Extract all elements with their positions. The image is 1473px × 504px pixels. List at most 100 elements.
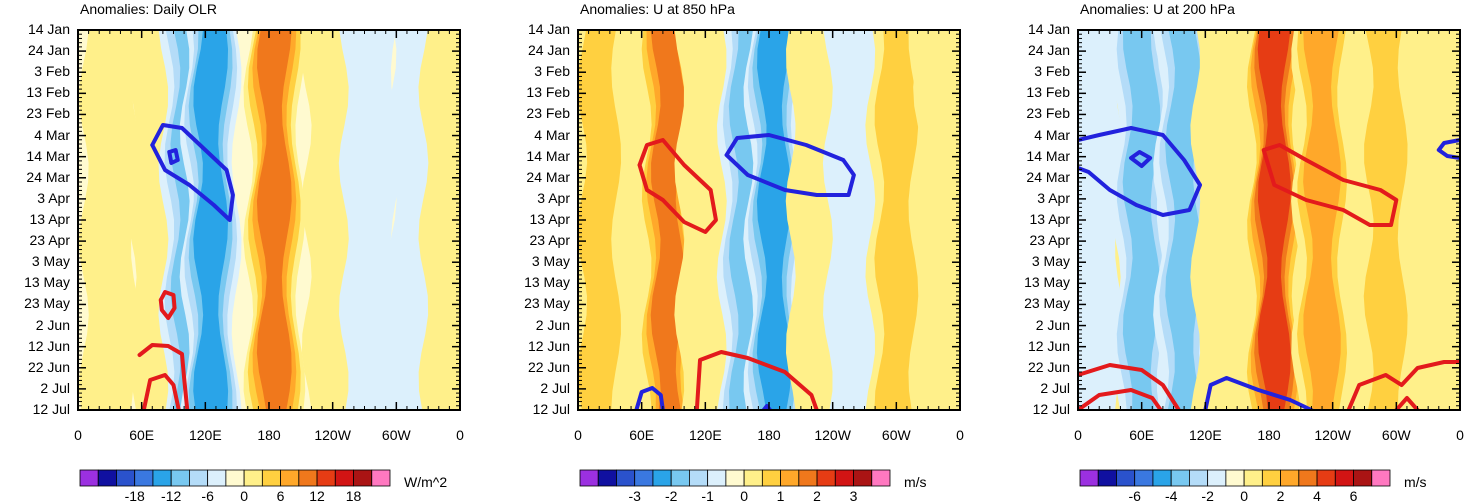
colorbar-swatch [798, 469, 818, 487]
colorbar-tick-label: -6 [201, 488, 214, 504]
colorbar-swatch [616, 469, 636, 487]
colorbar-swatch [97, 469, 117, 487]
colorbar-swatch [1170, 469, 1190, 487]
positive-contour [141, 373, 181, 410]
colorbar-tick-label: -18 [124, 488, 145, 504]
colorbar-swatch [1152, 469, 1172, 487]
anomaly-band [78, 30, 141, 410]
colorbar-swatch [634, 469, 654, 487]
y-tick-label: 14 Mar [1026, 147, 1070, 164]
y-tick-label: 3 Apr [37, 189, 70, 206]
y-tick-label: 2 Jun [535, 316, 570, 333]
x-tick-label: 180 [757, 427, 781, 443]
colorbar-swatch [761, 469, 781, 487]
y-tick-label: 13 Apr [529, 211, 570, 227]
colorbar-swatch [579, 469, 599, 487]
colorbar-swatch [225, 469, 245, 487]
y-tick-label: 24 Jan [27, 42, 70, 59]
y-tick-label: 13 Apr [1029, 211, 1070, 227]
y-tick-label: 3 Feb [34, 63, 70, 80]
y-tick-label: 13 Apr [29, 211, 70, 227]
colorbar-tick-label: 2 [1276, 488, 1285, 504]
negative-contour [724, 133, 856, 197]
x-tick-label: 120W [814, 427, 851, 443]
colorbar-swatch [334, 469, 354, 487]
x-tick-label: 120E [688, 427, 722, 443]
positive-contour [1346, 360, 1460, 410]
x-tick-label: 180 [257, 427, 281, 443]
y-tick-label: 3 Apr [1037, 189, 1070, 206]
panel-u850: Anomalies: U at 850 hPa 14 Jan 24 Jan 3 Feb… [500, 0, 990, 504]
anomaly-band [1122, 30, 1161, 410]
hovmoller-plot [77, 29, 461, 487]
colorbar-swatch [298, 469, 318, 487]
y-tick-label: 13 May [1024, 274, 1070, 291]
colorbar-swatch [1261, 469, 1281, 487]
y-tick-label: 23 Apr [29, 232, 70, 249]
y-tick-label: 23 Feb [26, 105, 70, 122]
colorbar-tick-label: -6 [1128, 488, 1141, 504]
colorbar-tick-label: -3 [628, 488, 641, 504]
panel-title: Anomalies: U at 200 hPa [1080, 1, 1235, 17]
y-tick-label: 13 Feb [26, 84, 70, 101]
colorbar-swatch [1280, 469, 1300, 487]
colorbar-tick-label: -12 [161, 488, 182, 504]
colorbar-swatch [261, 469, 281, 487]
hovmoller-plot [577, 29, 961, 487]
anomaly-band [578, 30, 622, 410]
colorbar-swatch [280, 469, 300, 487]
colorbar-swatch [134, 469, 154, 487]
colorbar-units: m/s [904, 474, 927, 490]
colorbar-swatch [597, 469, 617, 487]
panel-title: Anomalies: Daily OLR [80, 1, 217, 17]
colorbar-swatch [1189, 469, 1209, 487]
colorbar-swatch [353, 469, 373, 487]
y-tick-label: 14 Mar [26, 147, 70, 164]
y-tick-label: 24 Mar [526, 168, 570, 185]
y-tick-label: 22 Jun [1027, 358, 1070, 375]
y-tick-label: 2 Jun [35, 316, 70, 333]
anomaly-band [1190, 30, 1253, 410]
hovmoller-plot [1077, 29, 1461, 487]
x-tick-label: 180 [1257, 427, 1281, 443]
colorbar-swatch [1353, 469, 1373, 487]
y-tick-label: 3 Feb [534, 63, 570, 80]
negative-contour [1129, 150, 1153, 168]
y-tick-label: 23 Feb [1026, 105, 1070, 122]
x-tick-label: 0 [1074, 427, 1082, 443]
y-tick-label: 23 Feb [526, 105, 570, 122]
colorbar-swatch [189, 469, 209, 487]
positive-contour [637, 138, 718, 234]
y-tick-label: 12 Jun [1027, 337, 1070, 354]
colorbar-swatch [780, 469, 800, 487]
x-tick-label: 60E [629, 427, 655, 443]
y-tick-label: 3 May [531, 253, 570, 270]
x-tick-label: 0 [74, 427, 82, 443]
x-tick-label: 60W [1381, 427, 1411, 443]
y-tick-label: 13 Feb [1026, 84, 1070, 101]
colorbar-tick-label: 0 [740, 488, 748, 504]
colorbar-swatch [1334, 469, 1354, 487]
x-tick-label: 60W [381, 427, 411, 443]
colorbar-swatch [207, 469, 227, 487]
colorbar-swatch [707, 469, 727, 487]
colorbar-swatch [243, 469, 263, 487]
y-tick-label: 12 Jun [27, 337, 70, 354]
y-tick-label: 13 Feb [526, 84, 570, 101]
colorbar-swatch [1079, 469, 1099, 487]
y-tick-label: 14 Jan [27, 21, 70, 37]
positive-contour [158, 290, 177, 320]
x-tick-label: 0 [574, 427, 582, 443]
colorbar-swatch [1116, 469, 1136, 487]
y-tick-label: 24 Mar [1026, 168, 1070, 185]
anomaly-band [338, 30, 401, 410]
y-tick-label: 24 Jan [527, 42, 570, 59]
panel-title: Anomalies: U at 850 hPa [580, 1, 735, 17]
y-tick-label: 22 Jun [527, 358, 570, 375]
positive-contour [1078, 363, 1181, 410]
y-tick-label: 2 Jul [540, 379, 570, 396]
anomaly-band [256, 30, 292, 410]
y-tick-label: 23 Apr [1029, 232, 1070, 249]
colorbar-swatch [670, 469, 690, 487]
x-tick-label: 60E [129, 427, 155, 443]
